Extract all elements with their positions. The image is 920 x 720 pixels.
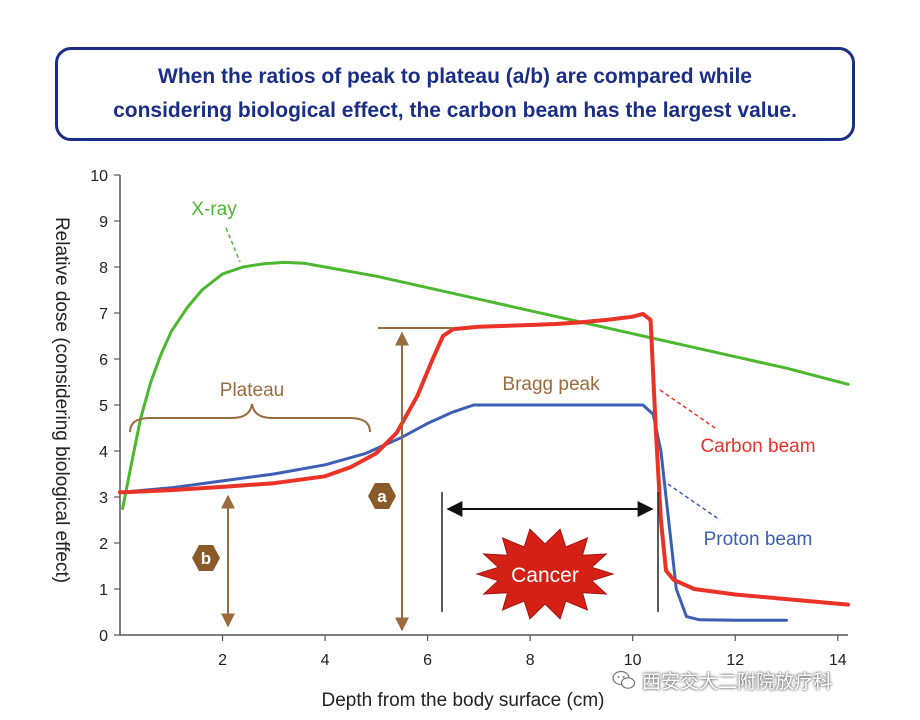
carbon-beam-line <box>118 311 850 607</box>
y-tick-label: 7 <box>99 306 108 323</box>
cancer-label: Cancer <box>511 564 579 587</box>
a-badge-label: a <box>377 487 387 506</box>
y-tick-label: 2 <box>99 536 108 553</box>
xray-leader <box>225 227 241 263</box>
x-tick-label: 8 <box>526 652 535 669</box>
xray-label: X-ray <box>191 199 237 220</box>
x-tick-label: 12 <box>726 652 744 669</box>
b-badge-label: b <box>201 549 211 568</box>
x-tick-label: 4 <box>321 652 330 669</box>
x-ray-line <box>121 260 850 510</box>
headline-line-2: considering biological effect, the carbo… <box>113 99 797 122</box>
proton-label: Proton beam <box>704 529 813 550</box>
headline-line-1: When the ratios of peak to plateau (a/b)… <box>158 65 752 88</box>
x-tick-label: 2 <box>218 652 227 669</box>
proton-beam-line <box>118 403 788 622</box>
x-tick-label: 14 <box>829 652 847 669</box>
bragg-peak-label: Bragg peak <box>502 374 600 395</box>
plateau-label: Plateau <box>220 380 284 401</box>
a-badge <box>368 483 396 509</box>
proton-leader <box>667 483 721 521</box>
y-tick-label: 5 <box>99 398 108 415</box>
watermark-text: 西安交大二附院放疗科 <box>642 670 833 693</box>
y-tick-label: 10 <box>90 168 108 185</box>
carbon-leader <box>659 389 716 429</box>
plateau-brace <box>129 403 371 433</box>
y-tick-label: 9 <box>99 214 108 231</box>
watermark: 西安交大二附院放疗科 <box>612 664 902 696</box>
y-ticks: 0 1 2 3 4 5 6 7 8 9 10 <box>90 168 120 645</box>
y-tick-label: 1 <box>99 582 108 599</box>
series-lines <box>118 260 850 622</box>
y-tick-label: 3 <box>99 490 108 507</box>
carbon-label: Carbon beam <box>700 436 815 457</box>
y-axis-title: Relative dose (considering biological ef… <box>51 217 72 583</box>
b-badge <box>192 545 220 571</box>
y-tick-label: 4 <box>99 444 108 461</box>
headline-banner: When the ratios of peak to plateau (a/b)… <box>55 47 855 141</box>
wechat-icon <box>612 670 636 689</box>
x-tick-label: 10 <box>624 652 642 669</box>
x-ticks: 2 4 6 8 10 12 14 <box>218 635 847 669</box>
y-tick-label: 8 <box>99 260 108 277</box>
y-tick-label: 0 <box>99 628 108 645</box>
y-tick-label: 6 <box>99 352 108 369</box>
x-axis-title: Depth from the body surface (cm) <box>322 690 605 711</box>
x-tick-label: 6 <box>423 652 432 669</box>
cancer-burst <box>475 528 615 620</box>
